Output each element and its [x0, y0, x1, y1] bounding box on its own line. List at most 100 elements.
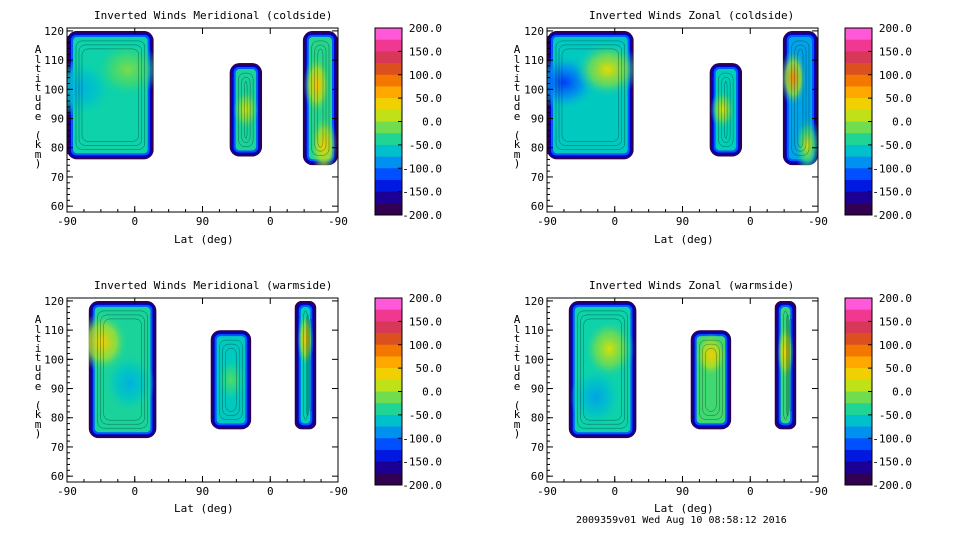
colorbar-tick-label: 150.0 [409, 315, 442, 328]
colorbar-segment [375, 86, 402, 99]
colorbar-tick-label: 150.0 [409, 45, 442, 58]
contour-blob [794, 115, 819, 166]
contour-line [783, 310, 788, 420]
colorbar-segment [375, 438, 402, 451]
colorbar-tick-label: 50.0 [886, 362, 913, 375]
y-tick-label: 70 [531, 441, 544, 454]
colorbar-segment [845, 344, 872, 357]
colorbar-segment [375, 39, 402, 52]
contour-region-middle [229, 63, 263, 157]
colorbar-segment [375, 414, 402, 428]
colorbar-tick-label: 200.0 [409, 22, 442, 35]
contour-line [555, 40, 625, 150]
colorbar-tick-label: 100.0 [879, 69, 912, 82]
colorbar-tick-label: 100.0 [879, 339, 912, 352]
contour-line [317, 48, 324, 148]
colorbar-segment [375, 51, 402, 64]
colorbar-segment [845, 461, 872, 474]
contour-region-left [568, 300, 637, 439]
contour-blob [94, 41, 154, 98]
y-tick-label: 90 [531, 113, 544, 126]
x-tick-label: 90 [676, 485, 689, 498]
contour-line [219, 339, 243, 420]
colorbar-segment [375, 298, 402, 311]
y-tick-label: 110 [44, 324, 64, 337]
y-tick-label: 80 [51, 412, 64, 425]
contour-line [244, 80, 248, 139]
contour-blob [777, 324, 794, 381]
colorbar-segment [845, 438, 872, 451]
colorbar-tick-label: -200.0 [402, 209, 442, 222]
colorbar-segment [375, 368, 402, 381]
colorbar-segment [845, 333, 872, 346]
colorbar-segment [845, 321, 872, 334]
colorbar-tick-label: -50.0 [879, 139, 912, 152]
colorbar-segment [845, 133, 872, 146]
colorbar-segment [845, 98, 872, 111]
colorbar-segment [845, 473, 872, 486]
colorbar-segment [845, 309, 872, 322]
colorbar-tick-label: 0.0 [892, 116, 912, 129]
colorbar-segment [375, 391, 402, 404]
contour-blob [695, 333, 727, 377]
contour-line [583, 318, 622, 421]
contour-line [558, 44, 622, 146]
colorbar-tick-label: -150.0 [872, 456, 912, 469]
x-tick-label: -90 [328, 215, 348, 228]
colorbar-segment [845, 191, 872, 204]
colorbar-segment [375, 356, 402, 369]
y-tick-label: 60 [51, 470, 64, 483]
colorbar-segment [375, 473, 402, 486]
contour-blob [570, 366, 622, 428]
contour-region-right [774, 300, 797, 430]
contour-line [241, 76, 251, 143]
x-axis-label: Lat (deg) [174, 502, 234, 515]
contour-line [721, 76, 731, 143]
contour-line [718, 72, 734, 147]
contour-region-right [782, 30, 819, 166]
colorbar-segment [375, 333, 402, 346]
colorbar-segment [845, 426, 872, 439]
y-tick-label: 60 [531, 200, 544, 213]
x-tick-label: -90 [328, 485, 348, 498]
colorbar-segment [375, 109, 402, 122]
contour-line [791, 40, 810, 156]
colorbar-segment [375, 74, 402, 87]
colorbar-tick-label: 100.0 [409, 69, 442, 82]
colorbar-segment [845, 203, 872, 216]
contour-line [306, 314, 309, 416]
colorbar-segment [845, 298, 872, 311]
y-tick-label: 110 [44, 54, 64, 67]
y-tick-label: 110 [524, 324, 544, 337]
contour-line [702, 343, 720, 416]
colorbar-segment [375, 98, 402, 111]
contour-line [222, 343, 240, 416]
colorbar-tick-label: -150.0 [402, 456, 442, 469]
contour-region-right [294, 300, 317, 430]
y-tick-label: 90 [51, 383, 64, 396]
contour-line [580, 314, 625, 425]
colorbar-tick-label: 150.0 [879, 45, 912, 58]
colorbar-segment [375, 309, 402, 322]
contour-line [794, 44, 807, 152]
colorbar-segment [375, 63, 402, 76]
x-axis-label: Lat (deg) [174, 233, 234, 246]
colorbar-tick-label: 200.0 [879, 22, 912, 35]
colorbar-tick-label: 150.0 [879, 315, 912, 328]
colorbar-tick-label: 50.0 [416, 92, 443, 105]
contour-region-middle [709, 63, 743, 157]
colorbar-segment [845, 368, 872, 381]
contour-region-left [547, 30, 634, 160]
contour-region-right [302, 30, 338, 166]
y-tick-label: 120 [524, 25, 544, 38]
contour-line [303, 310, 308, 420]
y-tick-label: 80 [531, 412, 544, 425]
colorbar-segment [845, 403, 872, 416]
contour-line [97, 310, 148, 429]
y-tick-label: 80 [51, 142, 64, 155]
colorbar-segment [375, 168, 402, 181]
colorbar-segment [375, 121, 402, 134]
